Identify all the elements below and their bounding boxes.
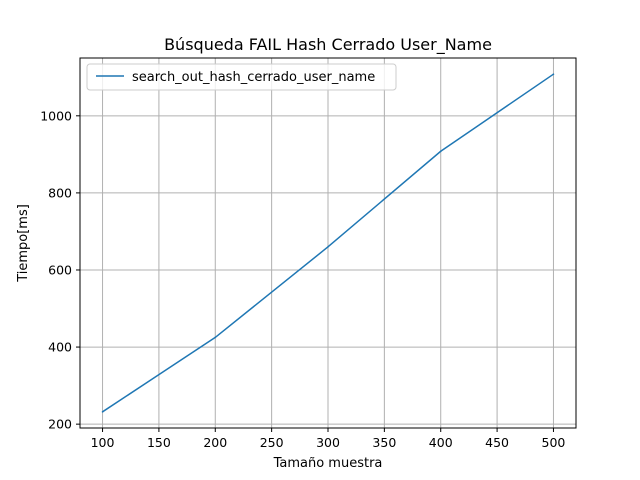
- data-point: [439, 150, 442, 153]
- y-tick-label: 400: [48, 340, 72, 355]
- y-tick-label: 1000: [40, 108, 72, 123]
- x-tick-label: 100: [91, 435, 115, 450]
- y-tick-label: 200: [48, 417, 72, 432]
- y-tick-label: 600: [48, 262, 72, 277]
- data-point: [552, 73, 555, 75]
- data-point: [214, 336, 217, 339]
- x-tick-label: 200: [203, 435, 227, 450]
- x-tick-label: 300: [316, 435, 340, 450]
- x-tick-label: 250: [260, 435, 284, 450]
- legend-series-label: search_out_hash_cerrado_user_name: [132, 70, 375, 85]
- x-tick-label: 450: [485, 435, 509, 450]
- x-axis: 100 150 200 250 300 350 400 450 500: [91, 428, 566, 450]
- y-tick-label: 800: [48, 185, 72, 200]
- data-point: [101, 411, 104, 413]
- x-tick-label: 500: [542, 435, 566, 450]
- y-axis: 200 400 600 800 1000: [40, 108, 80, 432]
- data-point: [327, 246, 329, 248]
- chart-title: Búsqueda FAIL Hash Cerrado User_Name: [164, 35, 492, 55]
- x-tick-label: 400: [429, 435, 453, 450]
- x-axis-label: Tamaño muestra: [273, 456, 383, 471]
- plot-area: [101, 73, 555, 413]
- grid-lines: [80, 58, 576, 428]
- y-axis-label: Tiempo[ms]: [16, 204, 31, 283]
- legend: search_out_hash_cerrado_user_name: [86, 63, 397, 91]
- x-tick-label: 350: [372, 435, 396, 450]
- legend-box: [86, 63, 397, 91]
- x-tick-label: 150: [147, 435, 171, 450]
